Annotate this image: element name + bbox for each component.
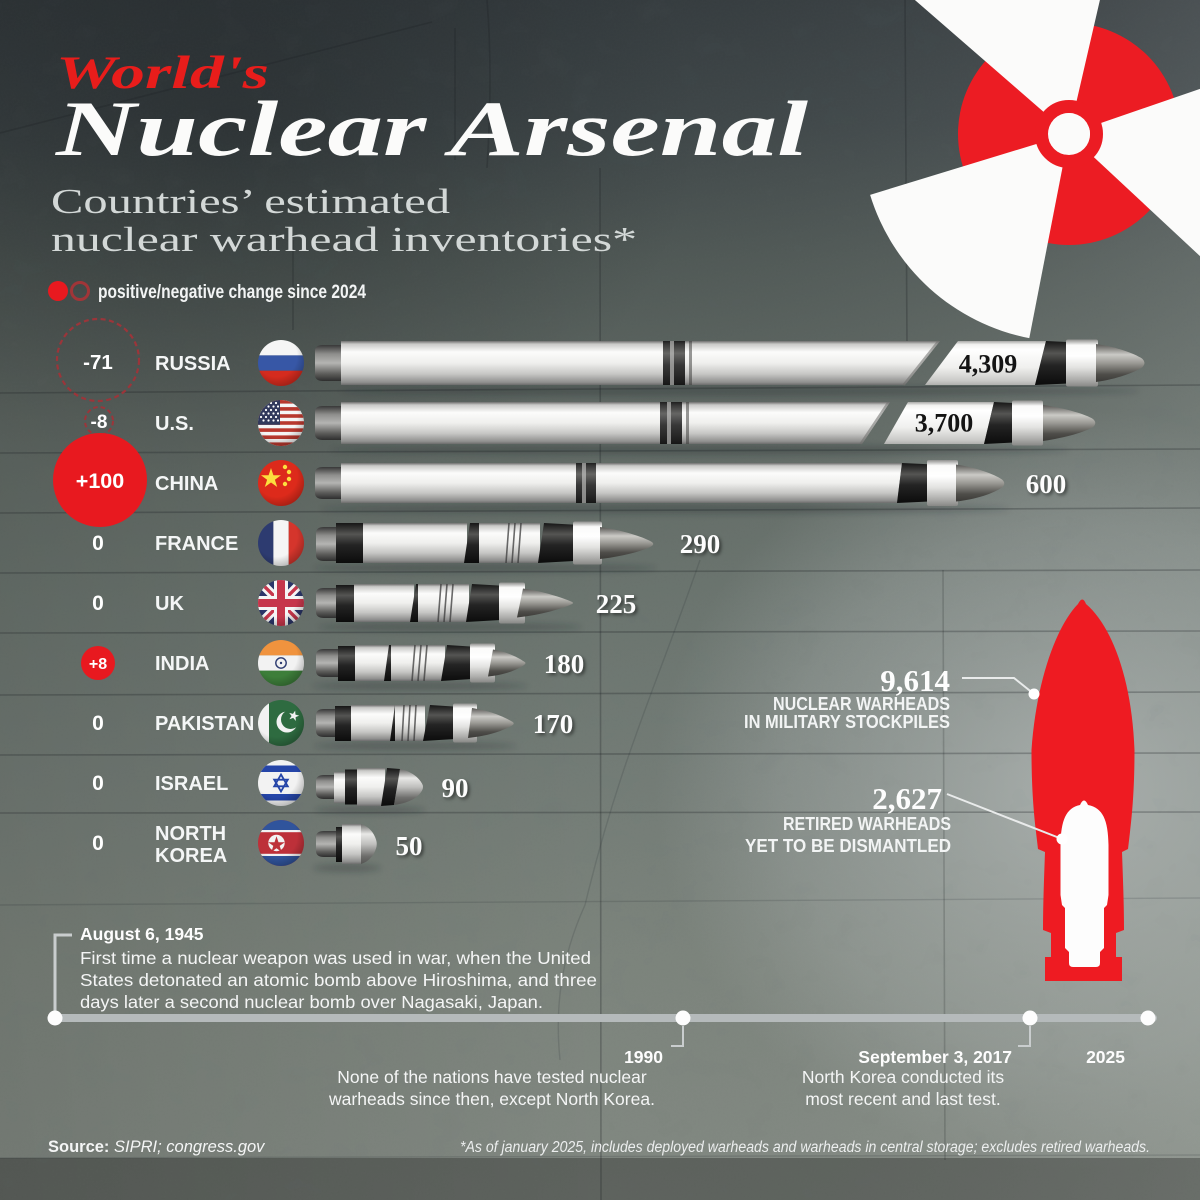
svg-text:Source: SIPRI; congress.gov: Source: SIPRI; congress.gov [48,1138,266,1156]
svg-text:YET TO BE DISMANTLED: YET TO BE DISMANTLED [745,836,951,856]
svg-text:CHINA: CHINA [155,473,218,495]
svg-text:PAKISTAN: PAKISTAN [155,713,254,735]
svg-text:0: 0 [92,772,104,795]
svg-text:RUSSIA: RUSSIA [155,353,231,375]
svg-text:nuclear warhead inventories*: nuclear warhead inventories* [51,220,637,259]
svg-text:States detonated an atomic bom: States detonated an atomic bomb above Hi… [80,970,597,990]
svg-text:positive/negative change since: positive/negative change since 2024 [98,282,366,303]
svg-text:Countries’ estimated: Countries’ estimated [51,182,451,221]
svg-text:NUCLEAR WARHEADS: NUCLEAR WARHEADS [773,694,950,714]
svg-text:Nuclear Arsenal: Nuclear Arsenal [55,85,809,172]
svg-text:0: 0 [92,532,104,555]
svg-text:None of the nations have teste: None of the nations have tested nuclear [337,1067,647,1087]
svg-text:warheads since then, except No: warheads since then, except North Korea. [328,1089,655,1109]
svg-text:INDIA: INDIA [155,653,209,675]
svg-text:KOREA: KOREA [155,845,227,867]
svg-text:U.S.: U.S. [155,413,194,435]
svg-text:North Korea conducted its: North Korea conducted its [802,1067,1005,1087]
svg-text:World's: World's [56,47,269,99]
svg-text:0: 0 [92,832,104,855]
svg-text:600: 600 [1026,469,1067,499]
svg-text:0: 0 [92,712,104,735]
svg-text:ISRAEL: ISRAEL [155,773,228,795]
svg-text:180: 180 [544,649,585,679]
svg-text:2,627: 2,627 [872,781,942,816]
svg-text:-71: -71 [83,351,113,374]
svg-text:9,614: 9,614 [880,663,950,698]
svg-text:NORTH: NORTH [155,823,226,845]
svg-text:290: 290 [680,529,721,559]
svg-text:+8: +8 [89,656,107,673]
svg-text:days later a second nuclear bo: days later a second nuclear bomb over Na… [80,992,543,1012]
svg-text:2025: 2025 [1086,1047,1125,1067]
svg-text:First time a nuclear weapon wa: First time a nuclear weapon was used in … [80,948,591,968]
svg-text:IN MILITARY STOCKPILES: IN MILITARY STOCKPILES [744,712,950,732]
svg-text:-8: -8 [91,412,108,433]
svg-text:+100: +100 [76,469,124,493]
svg-text:*As of january 2025, includes: *As of january 2025, includes deployed w… [460,1139,1150,1156]
svg-text:3,700: 3,700 [915,409,974,438]
svg-text:90: 90 [442,773,469,803]
svg-text:170: 170 [533,709,574,739]
svg-text:RETIRED WARHEADS: RETIRED WARHEADS [783,814,951,834]
svg-text:225: 225 [596,589,637,619]
svg-text:September 3, 2017: September 3, 2017 [858,1047,1012,1067]
svg-text:0: 0 [92,592,104,615]
svg-text:UK: UK [155,593,184,615]
svg-text:FRANCE: FRANCE [155,533,238,555]
svg-text:4,309: 4,309 [959,350,1018,379]
svg-text:50: 50 [396,831,423,861]
svg-text:1990: 1990 [624,1047,663,1067]
svg-text:August 6, 1945: August 6, 1945 [80,924,204,944]
svg-text:most recent and last test.: most recent and last test. [805,1089,1001,1109]
